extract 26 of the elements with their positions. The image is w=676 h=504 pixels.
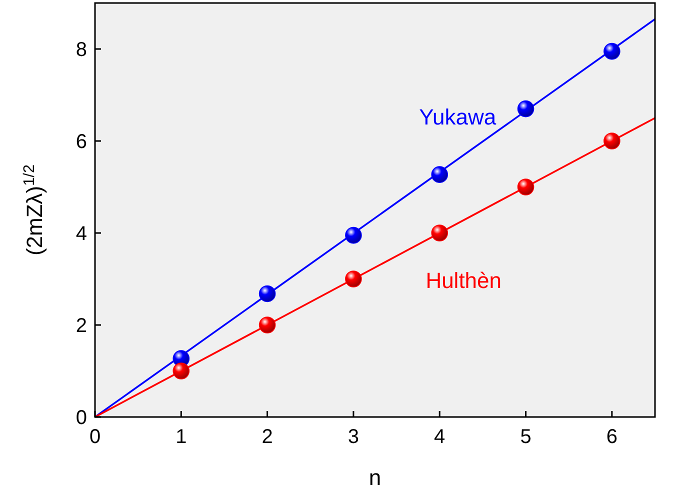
point <box>431 166 448 183</box>
point <box>517 100 534 118</box>
point <box>431 224 448 242</box>
x-tick-label: 3 <box>348 426 360 448</box>
point <box>517 178 534 196</box>
x-tick-label: 1 <box>176 426 187 448</box>
y-tick-label: 6 <box>76 131 87 153</box>
x-tick-label: 4 <box>434 426 446 448</box>
point <box>258 316 276 334</box>
x-tick-label: 2 <box>262 426 273 448</box>
point <box>345 226 362 244</box>
point <box>258 285 276 302</box>
y-tick-label: 2 <box>76 315 87 337</box>
y-tick-label: 0 <box>76 407 87 429</box>
x-tick-label: 6 <box>606 426 618 448</box>
point <box>604 132 620 150</box>
point <box>345 270 362 288</box>
x-tick-label: 0 <box>89 426 101 448</box>
y-tick-label: 8 <box>76 39 87 61</box>
series-label: Hulthèn <box>426 268 502 293</box>
point <box>172 362 190 380</box>
series-label: Yukawa <box>419 104 497 130</box>
y-tick-label: 4 <box>76 223 87 245</box>
x-axis-title: n <box>368 465 382 490</box>
point <box>604 42 620 60</box>
x-tick-label: 5 <box>520 426 532 448</box>
